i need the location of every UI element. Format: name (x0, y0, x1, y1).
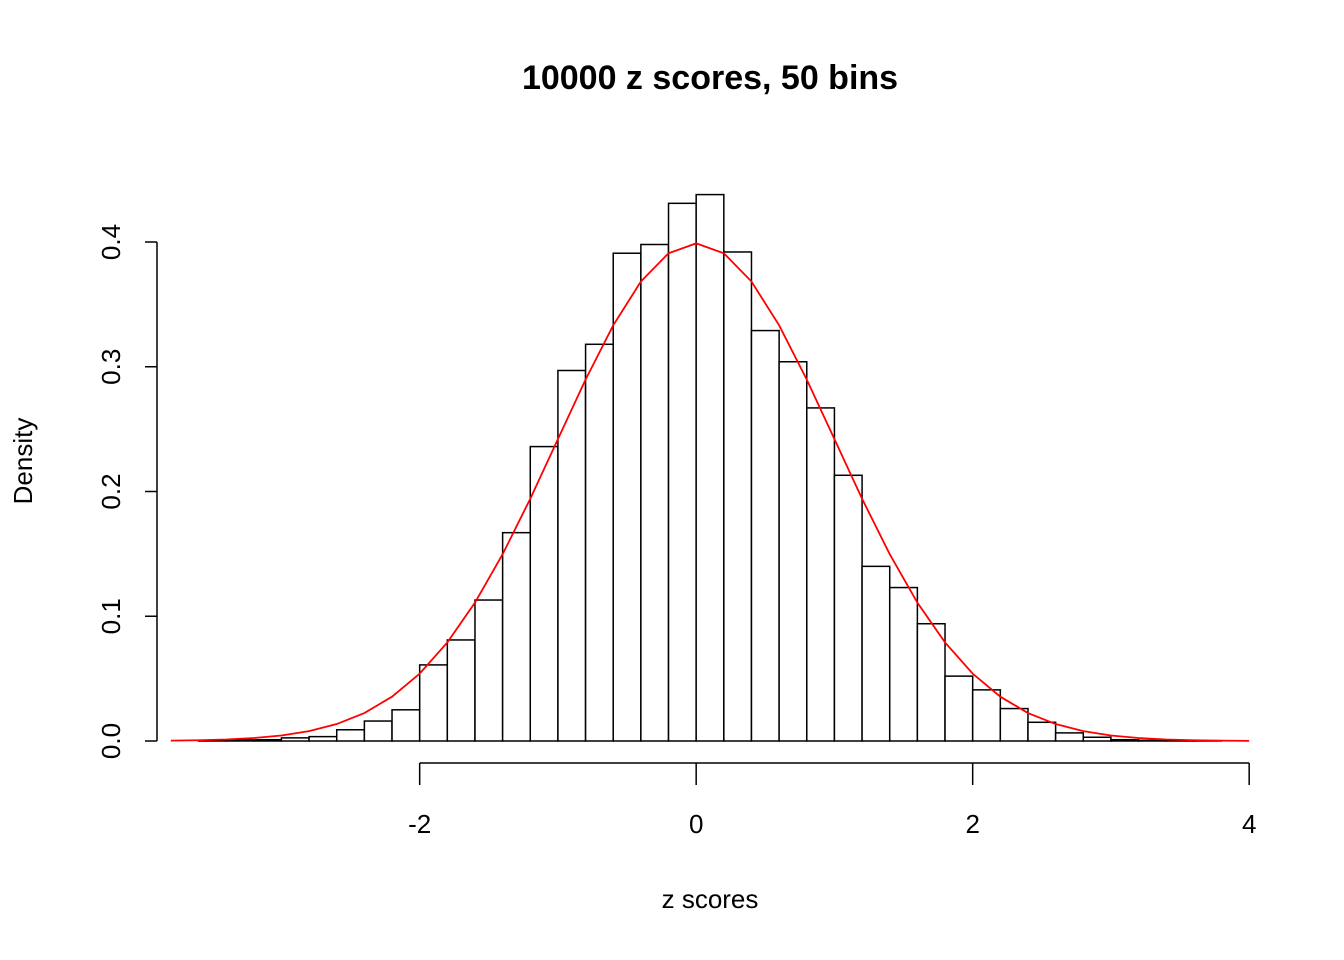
y-axis-label: Density (8, 418, 38, 505)
bar (667, 202, 697, 742)
bar (335, 729, 366, 742)
y-tick-label: 0.3 (96, 349, 126, 385)
bar (363, 720, 393, 742)
bar (861, 565, 891, 742)
bar (778, 361, 808, 742)
bar (529, 445, 559, 742)
density-curve (170, 242, 1250, 742)
bar (612, 252, 642, 742)
bar (640, 243, 670, 742)
bar (695, 193, 725, 742)
bar (557, 369, 587, 742)
bar (418, 664, 449, 742)
chart-title: 10000 z scores, 50 bins (522, 59, 898, 97)
bar (888, 586, 919, 742)
x-tick-label: -2 (408, 809, 431, 839)
y-tick-label: 0.4 (96, 224, 126, 260)
bar (501, 531, 532, 742)
x-axis-label: z scores (662, 884, 759, 914)
bar (280, 737, 310, 742)
bar (1082, 736, 1112, 742)
bar (971, 689, 1002, 742)
y-tick-label: 0.1 (96, 598, 126, 634)
bar (1137, 739, 1167, 742)
bar (723, 251, 753, 742)
bar (584, 343, 614, 742)
bar (253, 739, 283, 742)
bar (916, 622, 946, 742)
bar (1027, 721, 1057, 742)
x-tick-label: 4 (1242, 809, 1256, 839)
bar (446, 639, 476, 742)
y-tick-label: 0.0 (96, 723, 126, 759)
bar (308, 735, 338, 742)
bar (999, 707, 1029, 742)
bar (1110, 739, 1140, 742)
x-tick-label: 0 (689, 809, 703, 839)
bar (391, 709, 421, 742)
x-tick-label: 2 (965, 809, 979, 839)
bar (750, 329, 780, 742)
bar (474, 599, 504, 742)
bar (806, 407, 836, 742)
bar (944, 675, 974, 742)
bar (833, 474, 863, 742)
y-tick-label: 0.2 (96, 473, 126, 509)
bar (1054, 732, 1085, 742)
